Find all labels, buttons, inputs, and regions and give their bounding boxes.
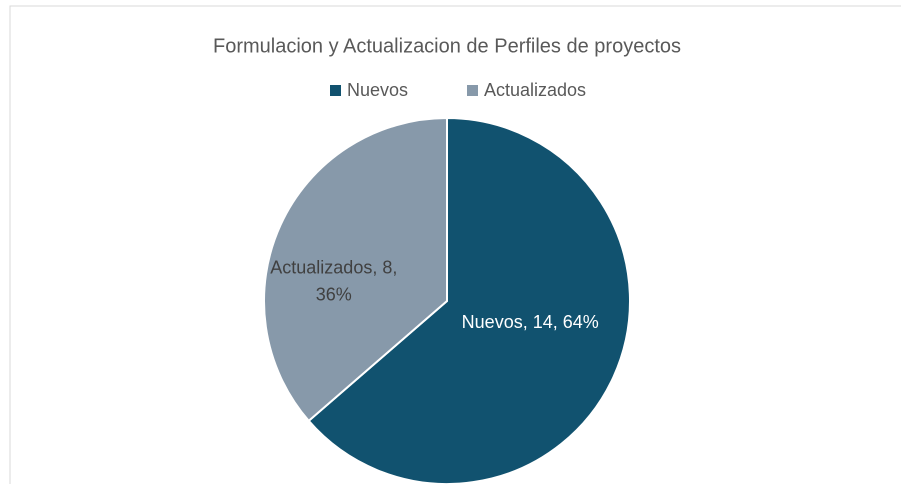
chart-title: Formulacion y Actualizacion de Perfiles … bbox=[213, 35, 681, 57]
data-label: Actualizados, 8, 36% bbox=[270, 257, 397, 304]
legend-label: Actualizados bbox=[484, 80, 586, 100]
legend-label: Nuevos bbox=[347, 80, 408, 100]
legend-swatch bbox=[330, 85, 341, 96]
pie-slice bbox=[307, 116, 631, 484]
legend-swatch bbox=[467, 85, 478, 96]
data-label: Nuevos, 14, 64% bbox=[462, 312, 599, 332]
pie-slice bbox=[263, 116, 448, 423]
